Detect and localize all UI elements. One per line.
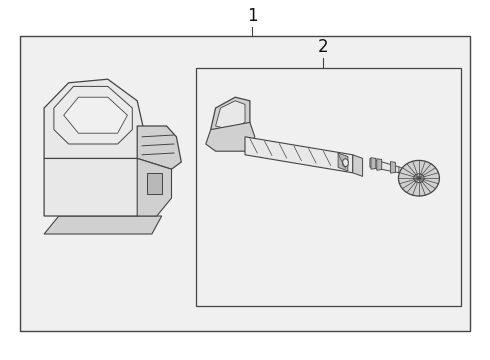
Text: 1: 1 (247, 7, 258, 25)
Polygon shape (137, 158, 172, 216)
Polygon shape (399, 167, 402, 173)
Polygon shape (245, 137, 353, 173)
Polygon shape (370, 158, 399, 173)
Polygon shape (353, 155, 363, 176)
Polygon shape (371, 158, 376, 169)
Polygon shape (377, 159, 382, 170)
Polygon shape (44, 158, 157, 216)
Polygon shape (391, 162, 395, 173)
Polygon shape (211, 97, 250, 133)
Polygon shape (147, 173, 162, 194)
Polygon shape (64, 97, 127, 133)
Polygon shape (206, 122, 255, 151)
Text: 2: 2 (318, 38, 329, 56)
Ellipse shape (414, 174, 424, 183)
Polygon shape (44, 216, 162, 234)
Bar (196, 68, 461, 306)
Bar (20, 36, 470, 331)
Ellipse shape (398, 161, 440, 196)
Polygon shape (54, 86, 132, 144)
Polygon shape (216, 101, 245, 130)
Polygon shape (137, 126, 181, 169)
Polygon shape (338, 153, 348, 171)
Ellipse shape (343, 159, 348, 167)
Polygon shape (44, 79, 147, 158)
